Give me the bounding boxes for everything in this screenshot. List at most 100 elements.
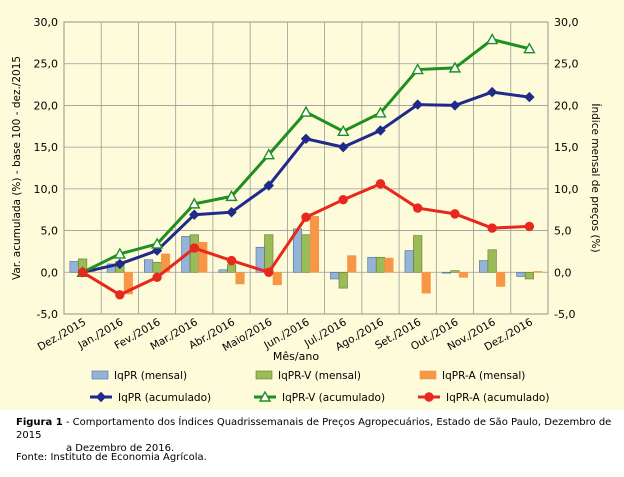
y-tick-label-left: 30,0 [34,16,59,29]
legend-marker [424,392,434,402]
bar [330,271,340,280]
bar [533,271,543,273]
line-point [300,133,312,145]
line-point [189,243,200,253]
bar [524,271,534,280]
y-tick-label-right: 25,0 [554,58,579,71]
legend-item: IqPR-A (mensal) [419,370,525,382]
line-point [226,207,237,218]
legend-label: IqPR-A (acumulado) [446,392,549,404]
line-point [337,124,350,136]
legend-swatch [419,370,437,380]
line-point [263,180,274,191]
bar [226,264,237,273]
line-point [487,223,497,233]
legend-label: IqPR (acumulado) [118,392,211,404]
caption-line-2: a Dezembro de 2016. [66,443,175,454]
line-point [189,209,200,220]
y-tick-label-right: 0,0 [554,266,572,279]
bar [516,271,526,277]
caption-line-1: - Comportamento dos Índices Quadrisseman… [16,417,612,441]
line-point [152,272,162,282]
bar [375,256,386,273]
bar [384,257,394,273]
line-point [449,100,461,111]
bar [347,255,357,273]
line-point [412,99,423,110]
y-tick-label-right: -5,0 [554,308,575,321]
y-tick-label-left: 5,0 [41,225,59,238]
bar [198,241,208,273]
y-tick-label-right: 30,0 [554,16,579,29]
y-tick-label-left: 0,0 [41,266,59,279]
y-tick-label-left: 20,0 [34,99,59,112]
bar [479,260,489,273]
line-point [485,33,499,45]
y-tick-label-right: 10,0 [554,183,579,196]
line-point [448,61,462,73]
line-point [301,212,311,222]
figure-label: Figura 1 [16,417,63,428]
y-tick-label-right: 15,0 [554,141,579,154]
bar [235,271,245,285]
bar [421,271,431,294]
line-point [524,221,535,232]
line-point [264,267,274,277]
legend-marker [258,390,272,402]
legend-swatch [91,370,109,380]
legend-item: IqPR-V (mensal) [255,370,361,382]
y-axis-title-right: Índice mensal de preços (%) [589,103,602,252]
chart-svg: -5,0 -5,0 0,0 0,0 5,0 5,0 10,0 10,0 15,0 15,0 20,0… [0,0,624,410]
line-point [375,125,386,136]
line-point [411,63,424,75]
line-point [412,203,423,213]
y-tick-label-left: -5,0 [37,308,58,321]
legend-label: IqPR-V (mensal) [278,370,361,382]
bar [218,269,228,273]
source-note: Fonte: Instituto de Economia Agrícola. [16,452,207,463]
bar [309,216,320,273]
bar [189,234,199,273]
y-tick-label-left: 10,0 [34,183,59,196]
y-tick-label-right: 20,0 [554,99,579,112]
bar [69,261,79,273]
legend-label: IqPR-V (acumulado) [282,392,385,404]
line-point [226,255,237,266]
line-point [114,258,126,270]
bar [123,271,133,295]
line-point [150,237,164,249]
bar [458,271,468,278]
legend-label: IqPR-A (mensal) [442,370,525,382]
line-point [338,195,348,205]
figure-caption: Figura 1 - Comportamento dos Índices Qua… [16,416,616,455]
line-point [524,91,535,103]
bar [487,249,497,273]
legend-swatch [255,370,273,380]
legend-item: IqPR (mensal) [91,370,187,382]
line-point [262,148,275,160]
bar [441,271,451,274]
y-tick-label-left: 15,0 [34,141,59,154]
bar [450,270,460,273]
line-point [374,106,387,118]
bar [496,271,506,287]
bar [338,271,348,289]
legend-marker [95,391,107,403]
bar [144,259,154,273]
line-point [77,267,88,277]
line-point [299,105,313,117]
line-point [375,179,386,189]
bar [152,261,162,273]
bar [367,256,377,273]
legend-label: IqPR (mensal) [114,370,187,382]
line-point [113,247,127,259]
line-point [225,189,238,202]
y-tick-label-left: 25,0 [34,58,59,71]
bar [272,271,282,286]
bar [301,234,311,273]
line-point [486,86,498,98]
x-axis-title: Mês/ano [273,350,319,363]
y-axis-title-left: Var. acumulada (%) - base 100 - dez./201… [11,56,23,280]
line-point [523,42,536,54]
line-point [188,197,201,209]
